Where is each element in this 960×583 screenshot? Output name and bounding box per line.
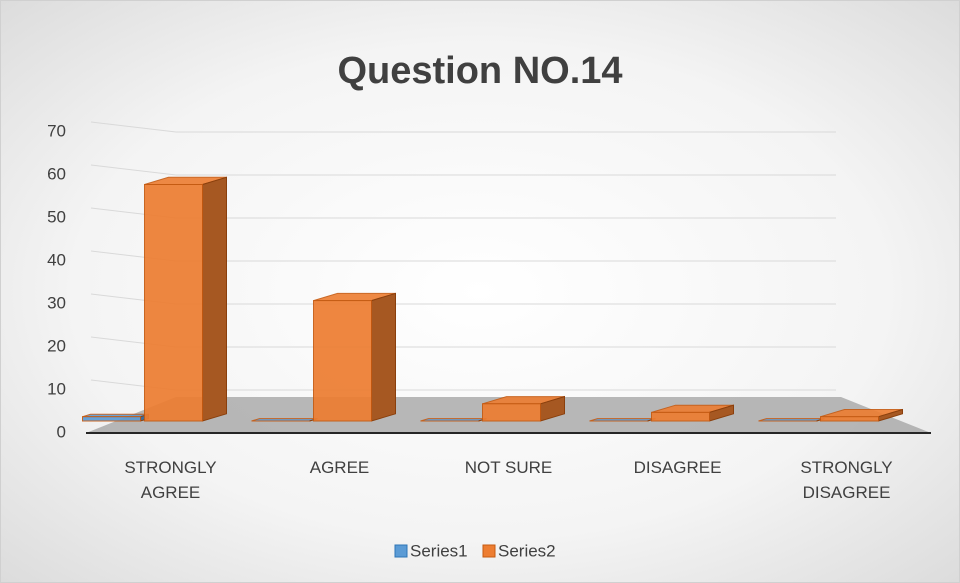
legend-label: Series1 <box>410 541 468 560</box>
y-tick-label: 60 <box>47 164 66 183</box>
legend-swatch <box>482 544 496 558</box>
bar <box>313 300 372 422</box>
x-tick-label: AGREE <box>309 458 370 477</box>
bar-top <box>589 418 656 422</box>
y-tick-label: 20 <box>47 336 66 355</box>
bar-top <box>420 418 487 422</box>
bar-top <box>758 418 825 422</box>
bar-top <box>251 418 318 422</box>
bar <box>820 416 879 422</box>
bar-side <box>202 176 227 422</box>
grid-line <box>90 164 177 176</box>
legend-label: Series2 <box>498 541 556 560</box>
y-tick-label: 0 <box>57 422 66 441</box>
bar-side <box>371 292 396 422</box>
y-tick-label: 50 <box>47 207 66 226</box>
x-tick-label: STRONGLY DISAGREE <box>800 458 893 502</box>
x-tick-label: NOT SURE <box>464 458 553 477</box>
bar <box>651 411 710 422</box>
chart-title: Question NO.14 <box>337 50 622 92</box>
y-tick-label: 70 <box>47 121 66 140</box>
bar <box>144 184 203 422</box>
bar <box>82 416 141 422</box>
x-tick-label: STRONGLY AGREE <box>124 458 217 502</box>
y-tick-label: 10 <box>47 379 66 398</box>
grid-line <box>90 121 177 133</box>
y-tick-label: 40 <box>47 250 66 269</box>
bar <box>482 403 541 422</box>
y-tick-label: 30 <box>47 293 66 312</box>
legend-swatch <box>394 544 408 558</box>
x-tick-label: DISAGREE <box>633 458 722 477</box>
